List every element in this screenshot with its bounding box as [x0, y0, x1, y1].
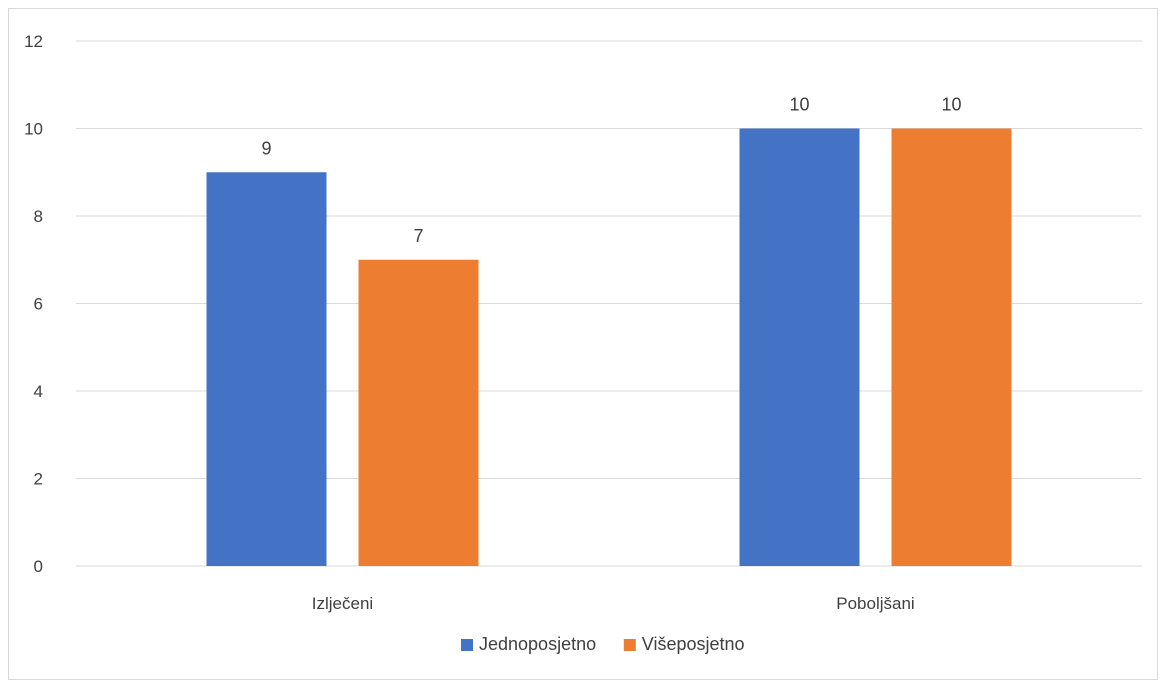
data-labels: 9 7 10 10: [261, 95, 961, 246]
data-label: 10: [941, 95, 961, 115]
x-axis-category-labels: Izlječeni Poboljšani: [312, 594, 915, 613]
y-tick-label: 2: [34, 470, 43, 489]
bar: [739, 128, 860, 566]
data-label: 7: [413, 226, 423, 246]
bar: [358, 259, 479, 566]
x-category-label: Poboljšani: [836, 594, 914, 613]
bars: [206, 128, 1012, 566]
legend: Jednoposjetno Višeposjetno: [461, 634, 745, 654]
y-axis-tick-labels: 0 2 4 6 8 10 12: [24, 32, 43, 576]
legend-label: Jednoposjetno: [479, 634, 596, 654]
bar: [891, 128, 1012, 566]
data-label: 10: [789, 95, 809, 115]
legend-label: Višeposjetno: [642, 634, 745, 654]
legend-swatch: [461, 639, 473, 651]
bar-chart: 0 2 4 6 8 10 12 9 7 10 10 Izlječeni Poboljšani Jed…: [24, 32, 1142, 654]
y-tick-label: 10: [24, 120, 43, 139]
y-tick-label: 0: [34, 557, 43, 576]
y-tick-label: 8: [34, 207, 43, 226]
y-tick-label: 12: [24, 32, 43, 51]
y-tick-label: 4: [34, 382, 43, 401]
y-tick-label: 6: [34, 295, 43, 314]
chart-frame: 0 2 4 6 8 10 12 9 7 10 10 Izlječeni Poboljšani Jed…: [8, 8, 1158, 680]
data-label: 9: [261, 138, 271, 158]
legend-swatch: [623, 639, 636, 651]
bar: [206, 172, 327, 566]
x-category-label: Izlječeni: [312, 594, 373, 613]
